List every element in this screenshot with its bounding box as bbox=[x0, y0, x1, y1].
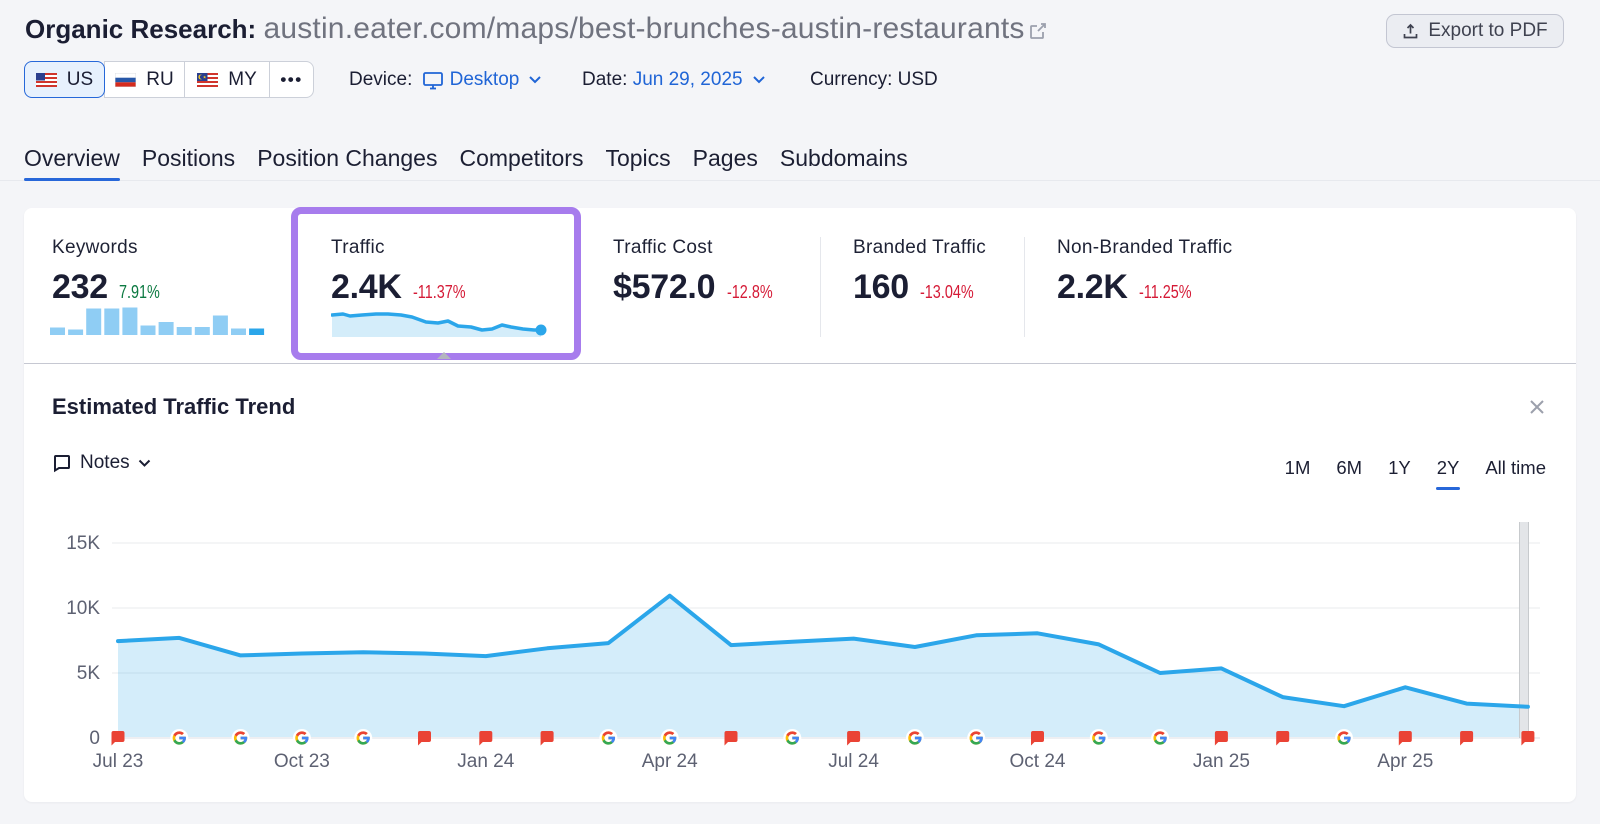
svg-text:Apr 24: Apr 24 bbox=[642, 751, 698, 772]
svg-text:Jan 25: Jan 25 bbox=[1193, 751, 1250, 772]
svg-text:Apr 25: Apr 25 bbox=[1377, 751, 1433, 772]
svg-text:10K: 10K bbox=[66, 598, 100, 619]
svg-text:0: 0 bbox=[89, 728, 100, 749]
svg-text:Oct 23: Oct 23 bbox=[274, 751, 330, 772]
svg-text:Jan 24: Jan 24 bbox=[457, 751, 514, 772]
svg-text:5K: 5K bbox=[77, 663, 101, 684]
svg-text:Jul 23: Jul 23 bbox=[93, 751, 144, 772]
svg-text:15K: 15K bbox=[66, 533, 100, 554]
svg-text:Jul 24: Jul 24 bbox=[828, 751, 879, 772]
svg-text:Oct 24: Oct 24 bbox=[1010, 751, 1066, 772]
